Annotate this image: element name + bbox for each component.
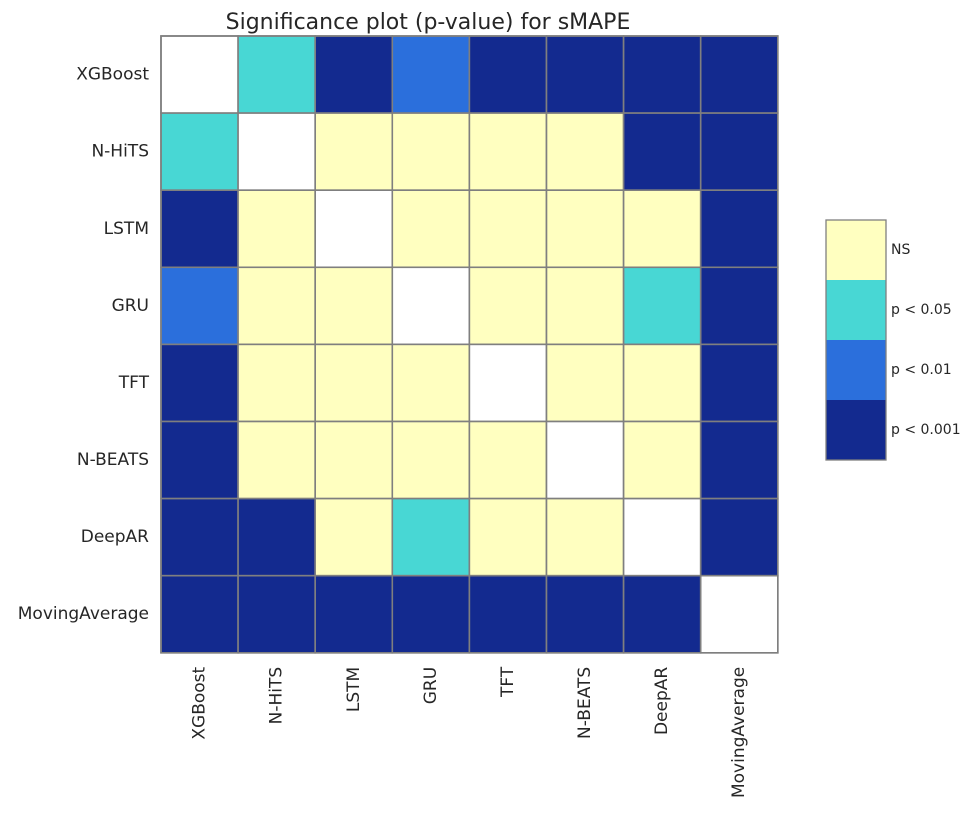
column-label: N-HiTS xyxy=(267,667,287,725)
legend-swatch xyxy=(826,340,886,400)
heatmap-cell xyxy=(699,497,779,577)
heatmap-cell xyxy=(622,112,702,191)
column-label: XGBoost xyxy=(190,666,210,739)
legend-label: p < 0.05 xyxy=(891,302,952,318)
heatmap-cell xyxy=(314,343,394,423)
heatmap-cell xyxy=(699,112,779,191)
heatmap-cell xyxy=(468,497,548,577)
heatmap-cell xyxy=(391,112,471,191)
heatmap-cell xyxy=(391,574,471,654)
heatmap-cell xyxy=(314,35,394,114)
heatmap-cell xyxy=(160,266,239,346)
heatmap-cell xyxy=(468,189,548,269)
heatmap-cell xyxy=(314,266,394,346)
heatmap-cell xyxy=(314,420,394,500)
row-label: DeepAR xyxy=(81,527,149,547)
heatmap-cells xyxy=(160,35,779,654)
heatmap-cell xyxy=(622,574,702,654)
heatmap-cell xyxy=(468,266,548,346)
legend-swatch xyxy=(826,400,886,460)
heatmap-cell xyxy=(699,420,779,500)
heatmap-cell xyxy=(468,574,548,654)
heatmap-cell xyxy=(545,497,625,577)
legend-swatch xyxy=(826,220,886,280)
heatmap-cell xyxy=(160,112,239,191)
heatmap-cell xyxy=(391,189,471,269)
legend-label: NS xyxy=(891,242,910,258)
legend-frame xyxy=(825,219,887,461)
column-label: N-BEATS xyxy=(575,667,595,739)
row-label: N-HiTS xyxy=(91,142,149,162)
heatmap-cell xyxy=(237,574,317,654)
heatmap-cell xyxy=(468,343,548,423)
heatmap-cell xyxy=(699,35,779,114)
heatmap-cell xyxy=(237,35,317,114)
heatmap-cell xyxy=(391,266,471,346)
heatmap-cell xyxy=(699,266,779,346)
heatmap-cell xyxy=(699,574,779,654)
heatmap-cell xyxy=(622,189,702,269)
heatmap-cell xyxy=(237,420,317,500)
heatmap-cell xyxy=(468,35,548,114)
heatmap-cell xyxy=(160,189,239,269)
column-label: MovingAverage xyxy=(729,667,749,798)
heatmap-cell xyxy=(314,112,394,191)
row-label: XGBoost xyxy=(76,65,149,85)
heatmap-cell xyxy=(237,343,317,423)
heatmap-cell xyxy=(391,35,471,114)
row-label: TFT xyxy=(118,373,150,393)
heatmap-cell xyxy=(391,497,471,577)
column-labels: XGBoost N-HiTS LSTM GRU TFT N-BEATS DeepAR Movi… xyxy=(190,666,750,798)
heatmap-cell xyxy=(237,266,317,346)
column-label: GRU xyxy=(421,667,441,704)
heatmap-cell xyxy=(237,112,317,191)
heatmap-cell xyxy=(545,266,625,346)
heatmap-cell xyxy=(160,497,239,577)
heatmap-cell xyxy=(545,35,625,114)
heatmap-cell xyxy=(468,112,548,191)
heatmap-cell xyxy=(622,266,702,346)
heatmap-cell xyxy=(391,420,471,500)
heatmap-cell xyxy=(160,343,239,423)
heatmap-cell xyxy=(160,574,239,654)
heatmap-cell xyxy=(160,420,239,500)
heatmap-cell xyxy=(622,343,702,423)
heatmap-cell xyxy=(314,497,394,577)
heatmap-cell xyxy=(622,35,702,114)
row-label: GRU xyxy=(112,296,149,316)
heatmap-cell xyxy=(622,497,702,577)
heatmap-cell xyxy=(699,189,779,269)
heatmap-cell xyxy=(468,420,548,500)
chart-title: Significance plot (p-value) for sMAPE xyxy=(226,10,631,35)
heatmap-cell xyxy=(545,574,625,654)
column-label: TFT xyxy=(498,666,518,698)
row-label: MovingAverage xyxy=(18,604,149,624)
legend-label: p < 0.001 xyxy=(891,422,961,438)
heatmap-cell xyxy=(545,343,625,423)
heatmap-cell xyxy=(545,420,625,500)
heatmap-cell xyxy=(391,343,471,423)
heatmap-cell xyxy=(314,189,394,269)
heatmap-cell xyxy=(545,112,625,191)
heatmap-cell xyxy=(622,420,702,500)
legend-swatch xyxy=(826,280,886,340)
heatmap-cell xyxy=(237,189,317,269)
legend-label: p < 0.01 xyxy=(891,362,952,378)
heatmap-cell xyxy=(545,189,625,269)
column-label: LSTM xyxy=(344,667,364,712)
legend: NS p < 0.05 p < 0.01 p < 0.001 xyxy=(825,219,961,461)
row-label: LSTM xyxy=(104,219,149,239)
row-label: N-BEATS xyxy=(77,450,149,470)
heatmap-cell xyxy=(160,35,239,114)
column-label: DeepAR xyxy=(652,667,672,735)
heatmap-cell xyxy=(314,574,394,654)
heatmap-cell xyxy=(237,497,317,577)
heatmap-cell xyxy=(699,343,779,423)
row-labels: XGBoost N-HiTS LSTM GRU TFT N-BEATS DeepAR Movi… xyxy=(18,65,150,625)
heatmap-frame xyxy=(160,35,779,654)
